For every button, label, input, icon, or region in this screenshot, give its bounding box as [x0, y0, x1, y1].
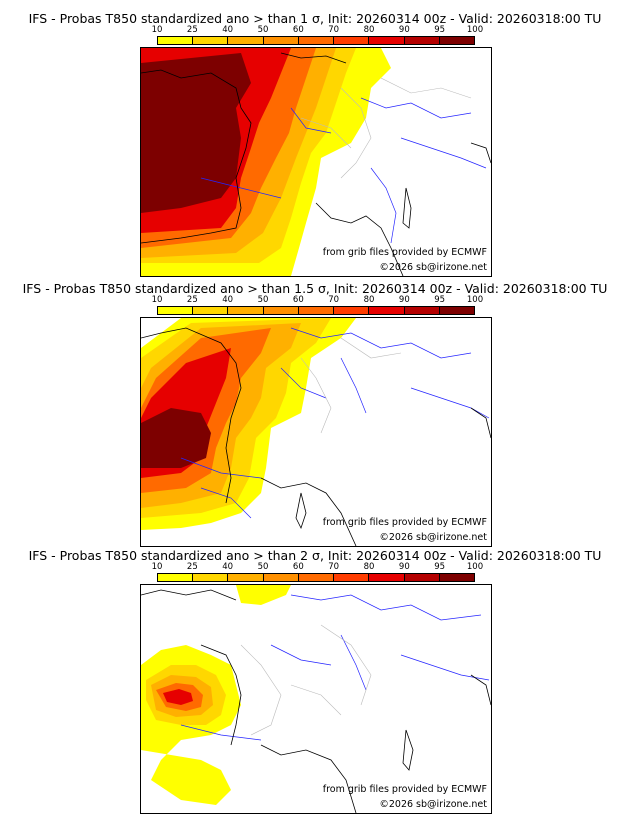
- colorbar-tick-label: 50: [257, 562, 269, 572]
- admin-borders: [300, 77, 472, 179]
- colorbar-tick-label: 40: [222, 295, 234, 305]
- colorbar-tick-label: 60: [292, 295, 304, 305]
- colorbar-swatch: [298, 307, 335, 314]
- colorbar-tick-label: 95: [434, 562, 446, 572]
- colorbar-tick-label: 10: [151, 562, 163, 572]
- colorbar-tick-label: 25: [186, 562, 198, 572]
- colorbar-tick-label: 50: [257, 295, 269, 305]
- panel-3-copyright: ©2026 sb@irizone.net: [379, 799, 487, 810]
- colorbar-swatch: [439, 37, 474, 44]
- colorbar-tick-label: 60: [292, 562, 304, 572]
- rivers: [180, 594, 490, 741]
- colorbar-tick-label: 80: [363, 562, 375, 572]
- admin-borders: [300, 337, 402, 434]
- colorbar-tick-label: 80: [363, 25, 375, 35]
- colorbar-tick-label: 95: [434, 25, 446, 35]
- colorbar-tick-label: 40: [222, 25, 234, 35]
- colorbar-tick-label: 70: [328, 562, 340, 572]
- colorbar-swatch: [369, 37, 405, 44]
- colorbar-swatch: [298, 37, 335, 44]
- colorbar-tick-label: 60: [292, 25, 304, 35]
- colorbar-swatch: [228, 37, 264, 44]
- colorbar-swatch: [228, 574, 264, 581]
- colorbar-swatch: [193, 574, 229, 581]
- colorbar-tick-label: 100: [466, 25, 484, 35]
- colorbar-swatch: [439, 307, 474, 314]
- probability-map-3: [141, 585, 491, 813]
- colorbar-tick-label: 70: [328, 25, 340, 35]
- coastlines: [141, 589, 491, 813]
- colorbar-tick-label: 90: [398, 295, 410, 305]
- colorbar-swatch: [404, 37, 440, 44]
- colorbar-tick-label: 80: [363, 295, 375, 305]
- colorbar-tick-label: 25: [186, 25, 198, 35]
- colorbar-1: 10 25 40 50 60 70 80 90 95 100: [152, 25, 484, 48]
- map-panel-1: from grib files provided by ECMWF ©2026 …: [140, 47, 492, 277]
- probability-map-2: [141, 318, 491, 546]
- colorbar-swatch: [263, 37, 299, 44]
- colorbar-2-boxes: [157, 306, 475, 315]
- colorbar-swatch: [193, 37, 229, 44]
- colorbar-swatch: [158, 307, 194, 314]
- panel-3-source-note: from grib files provided by ECMWF: [322, 784, 487, 795]
- colorbar-tick-label: 100: [466, 562, 484, 572]
- colorbar-tick-label: 25: [186, 295, 198, 305]
- colorbar-swatch: [158, 37, 194, 44]
- colorbar-swatch: [228, 307, 264, 314]
- map-panel-2: from grib files provided by ECMWF ©2026 …: [140, 317, 492, 547]
- colorbar-tick-label: 40: [222, 562, 234, 572]
- panel-1-source-note: from grib files provided by ECMWF: [322, 247, 487, 258]
- colorbar-1-ticks: 10 25 40 50 60 70 80 90 95 100: [152, 25, 484, 35]
- colorbar-2-ticks: 10 25 40 50 60 70 80 90 95 100: [152, 295, 484, 305]
- colorbar-swatch: [334, 307, 370, 314]
- prob-area-95: [141, 408, 211, 468]
- colorbar-swatch: [439, 574, 474, 581]
- colorbar-swatch: [334, 574, 370, 581]
- panel-2-title: IFS - Probas T850 standardized ano > tha…: [22, 281, 608, 296]
- prob-area-95: [141, 53, 251, 213]
- prob-area-80: [163, 689, 193, 705]
- panel-1-title: IFS - Probas T850 standardized ano > tha…: [28, 11, 602, 26]
- admin-borders: [240, 624, 372, 736]
- colorbar-tick-label: 50: [257, 25, 269, 35]
- colorbar-tick-label: 90: [398, 25, 410, 35]
- colorbar-swatch: [369, 574, 405, 581]
- colorbar-swatch: [263, 574, 299, 581]
- rivers: [200, 97, 487, 244]
- colorbar-swatch: [263, 307, 299, 314]
- colorbar-tick-label: 70: [328, 295, 340, 305]
- panel-3-title: IFS - Probas T850 standardized ano > tha…: [28, 548, 602, 563]
- colorbar-tick-label: 90: [398, 562, 410, 572]
- colorbar-tick-label: 95: [434, 295, 446, 305]
- probability-map-1: [141, 48, 491, 276]
- rivers: [180, 327, 490, 519]
- colorbar-swatch: [404, 574, 440, 581]
- colorbar-swatch: [369, 307, 405, 314]
- colorbar-2: 10 25 40 50 60 70 80 90 95 100: [152, 295, 484, 318]
- colorbar-1-boxes: [157, 36, 475, 45]
- colorbar-swatch: [298, 574, 335, 581]
- panel-2-copyright: ©2026 sb@irizone.net: [379, 532, 487, 543]
- colorbar-3-ticks: 10 25 40 50 60 70 80 90 95 100: [152, 562, 484, 572]
- panel-1-copyright: ©2026 sb@irizone.net: [379, 262, 487, 273]
- colorbar-tick-label: 10: [151, 25, 163, 35]
- map-panel-3: from grib files provided by ECMWF ©2026 …: [140, 584, 492, 814]
- coastlines: [141, 52, 491, 276]
- colorbar-3: 10 25 40 50 60 70 80 90 95 100: [152, 562, 484, 585]
- colorbar-3-boxes: [157, 573, 475, 582]
- colorbar-swatch: [193, 307, 229, 314]
- colorbar-tick-label: 10: [151, 295, 163, 305]
- prob-area-10: [236, 585, 291, 605]
- colorbar-tick-label: 100: [466, 295, 484, 305]
- colorbar-swatch: [404, 307, 440, 314]
- colorbar-swatch: [158, 574, 194, 581]
- panel-2-source-note: from grib files provided by ECMWF: [322, 517, 487, 528]
- colorbar-swatch: [334, 37, 370, 44]
- coastlines: [141, 327, 491, 546]
